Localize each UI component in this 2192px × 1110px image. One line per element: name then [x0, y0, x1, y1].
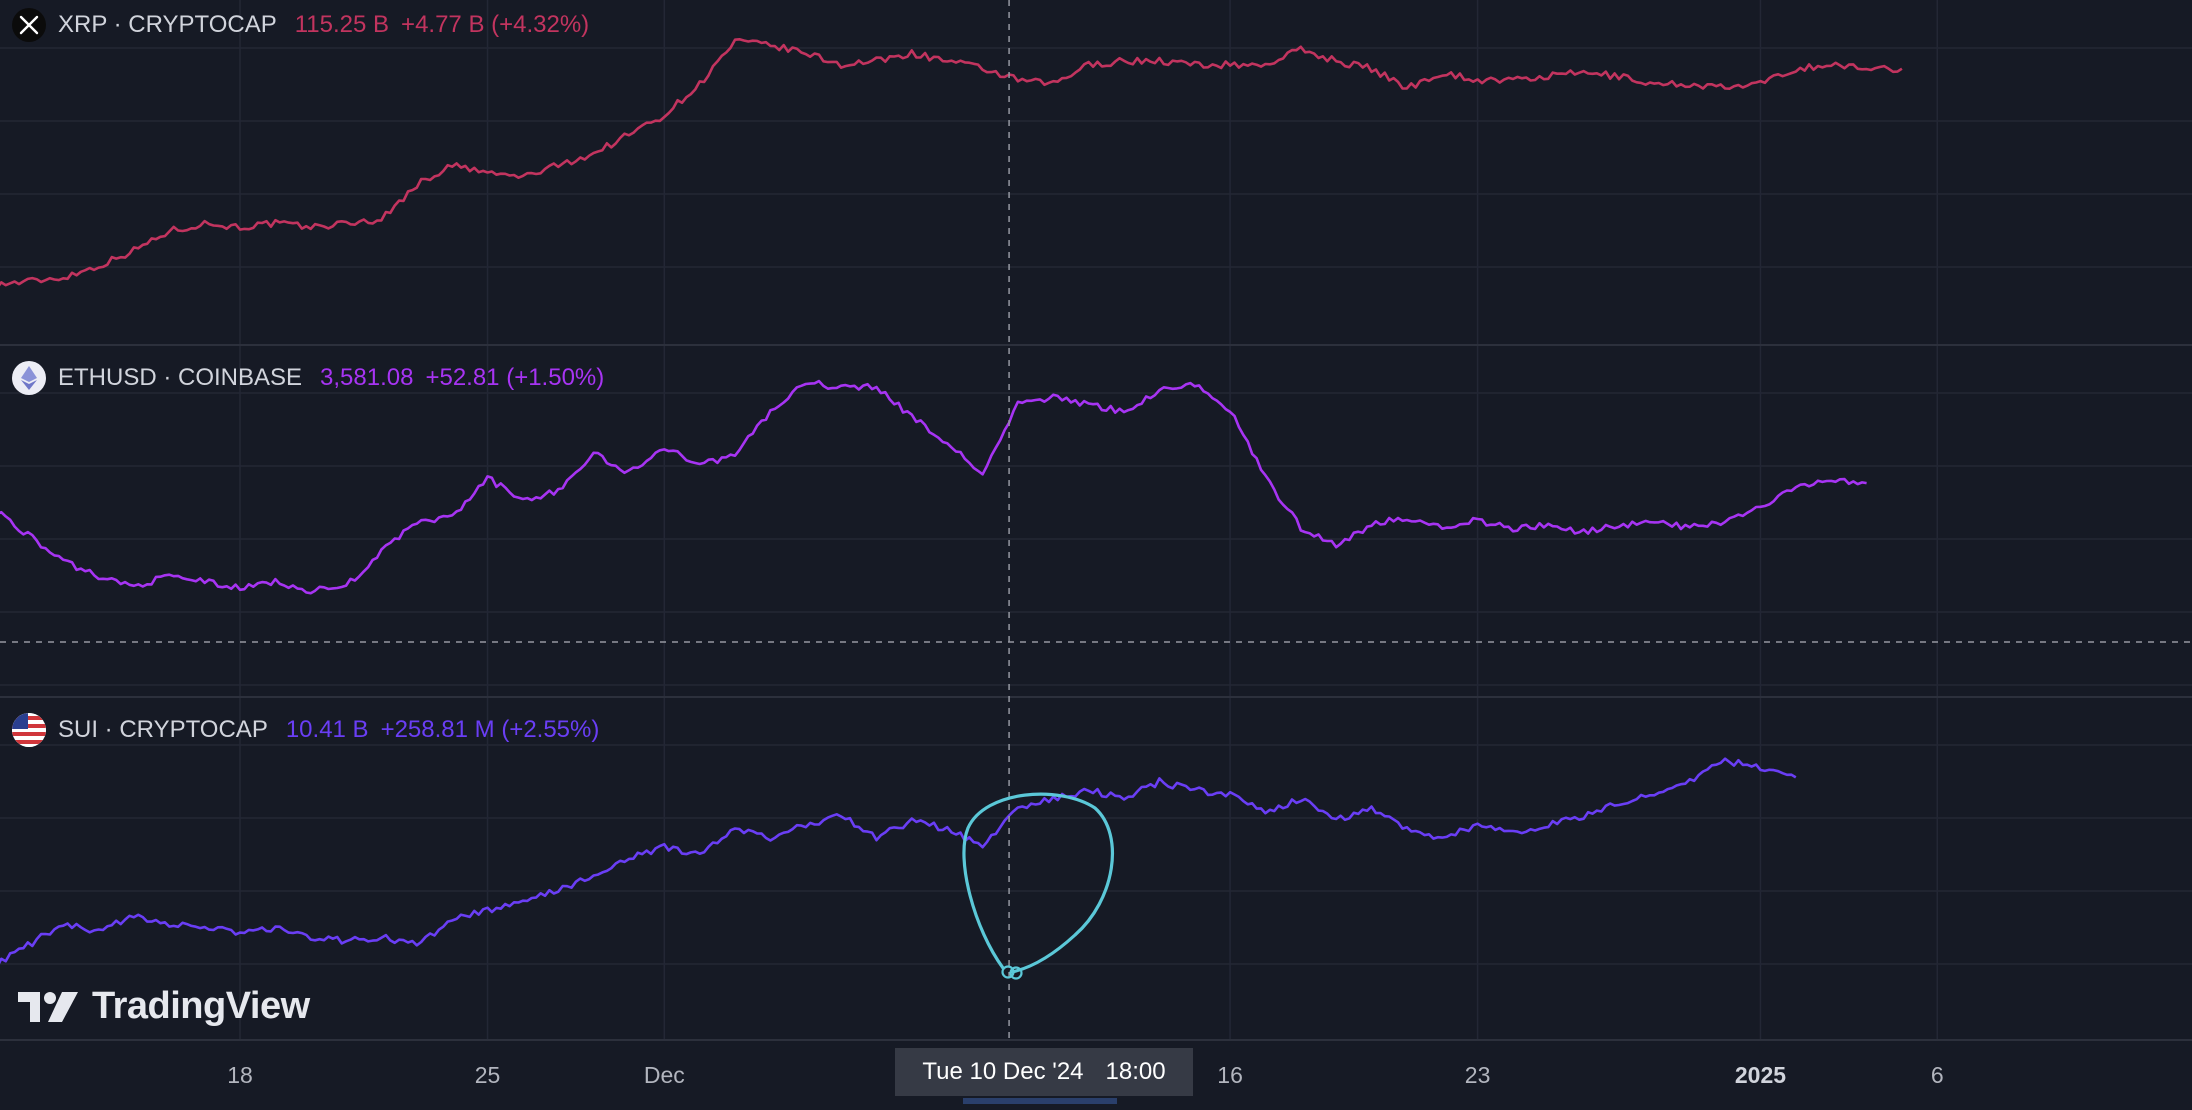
annotation-handle-end[interactable] [1009, 966, 1023, 980]
crosshair-time: 18:00 [1105, 1058, 1166, 1085]
legend-eth-symbol: ETHUSD · COINBASE [58, 364, 303, 391]
legend-xrp-symbol: XRP · CRYPTOCAP [58, 11, 277, 38]
annotation-handle-start[interactable] [1001, 965, 1015, 979]
legend-eth-change: +52.81 (+1.50%) [425, 364, 605, 391]
x-tick-label-4: 23 [1464, 1062, 1491, 1088]
crosshair-range-marker [963, 1098, 1117, 1104]
legend-xrp-change: +4.77 B (+4.32%) [401, 11, 590, 38]
legend-sui-change: +258.81 M (+2.55%) [380, 716, 600, 743]
us-flag-icon [12, 713, 46, 747]
x-tick-label-1: 25 [474, 1062, 501, 1088]
legend-sui-value: 10.41 B [285, 716, 369, 743]
crosshair-date-label: Tue 10 Dec '24 18:00 [895, 1048, 1193, 1096]
x-tick-label-2: Dec [643, 1062, 685, 1088]
crosshair [0, 0, 2192, 1040]
legend-eth[interactable]: ETHUSD · COINBASE 3,581.08 +52.81 (+1.50… [12, 361, 605, 395]
tradingview-logo-icon [18, 991, 78, 1022]
pane-separators [0, 344, 2192, 1041]
legend-sui-symbol: SUI · CRYPTOCAP [58, 716, 268, 743]
xrp-x-icon [12, 8, 46, 42]
legend-sui[interactable]: SUI · CRYPTOCAP 10.41 B +258.81 M (+2.55… [12, 713, 600, 747]
grid-lines [0, 0, 2192, 1040]
annotation-loop-stroke[interactable] [962, 792, 1115, 974]
ethereum-diamond-icon [12, 361, 46, 395]
tradingview-watermark: TradingView [18, 985, 310, 1028]
tradingview-wordmark: TradingView [92, 985, 310, 1027]
crosshair-date: Tue 10 Dec '24 [922, 1058, 1084, 1085]
x-tick-label-6: 6 [1930, 1062, 1944, 1088]
series-layer [0, 38, 1903, 965]
legend-eth-value: 3,581.08 [320, 364, 414, 391]
x-tick-label-0: 18 [227, 1062, 253, 1088]
x-tick-label-3: 16 [1217, 1062, 1243, 1088]
legend-xrp[interactable]: XRP · CRYPTOCAP 115.25 B +4.77 B (+4.32%… [12, 8, 590, 42]
x-tick-label-5: 2025 [1734, 1062, 1787, 1088]
series-line-0 [0, 38, 1903, 287]
series-line-1 [0, 379, 1867, 595]
circle-annotation[interactable] [962, 792, 1115, 980]
series-line-2 [0, 757, 1797, 965]
legend-xrp-value: 115.25 B [294, 11, 390, 38]
